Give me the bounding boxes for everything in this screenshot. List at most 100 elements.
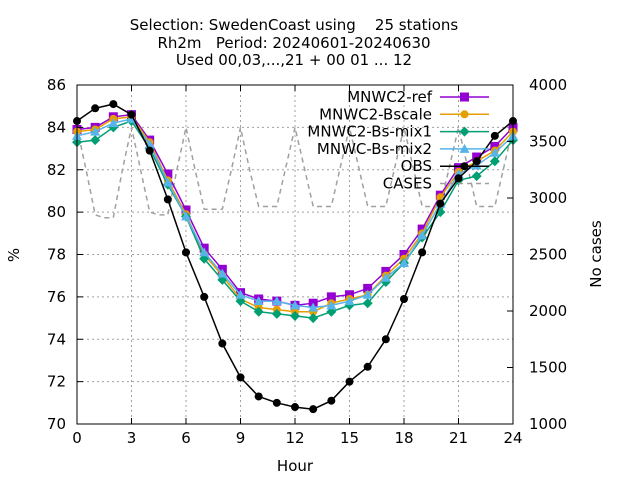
data-point bbox=[460, 92, 469, 102]
data-point bbox=[235, 289, 246, 299]
x-tick-label: 6 bbox=[181, 429, 191, 447]
y2-axis-label: No cases bbox=[587, 220, 605, 288]
data-point bbox=[308, 313, 319, 324]
data-point bbox=[363, 362, 372, 371]
data-point bbox=[399, 257, 409, 267]
data-point bbox=[181, 211, 191, 221]
x-axis-label: Hour bbox=[277, 457, 314, 475]
data-point bbox=[90, 126, 101, 136]
data-point bbox=[108, 118, 119, 128]
title-line-1: Selection: SwedenCoast using 25 stations bbox=[130, 16, 459, 34]
data-point bbox=[91, 104, 100, 113]
data-point bbox=[436, 199, 445, 208]
data-point bbox=[454, 174, 463, 183]
legend-item: MNWC2-Bscale bbox=[319, 105, 489, 123]
legend-item: CASES bbox=[383, 175, 489, 193]
legend-item: MNWC2-ref bbox=[347, 88, 489, 106]
y-tick-label: 70 bbox=[47, 415, 66, 433]
data-point bbox=[418, 248, 427, 257]
y-axis-label: % bbox=[5, 248, 23, 262]
data-point bbox=[236, 373, 245, 382]
data-point bbox=[326, 300, 337, 310]
data-point bbox=[218, 339, 227, 348]
data-point bbox=[362, 289, 373, 299]
y2-tick-label: 2000 bbox=[529, 302, 567, 320]
data-point bbox=[381, 335, 390, 344]
series-mnwc2-bs-mix1 bbox=[72, 116, 518, 324]
data-point bbox=[490, 131, 499, 140]
data-point bbox=[309, 405, 318, 414]
data-point bbox=[489, 147, 500, 157]
y2-tick-label: 2500 bbox=[529, 246, 567, 264]
data-point bbox=[460, 162, 469, 171]
data-point bbox=[109, 100, 118, 109]
data-point bbox=[417, 230, 428, 240]
series-layer bbox=[72, 100, 518, 414]
data-point bbox=[489, 156, 500, 167]
data-point bbox=[345, 377, 354, 386]
y-tick-label: 84 bbox=[47, 118, 66, 136]
data-point bbox=[290, 300, 300, 310]
data-point bbox=[145, 146, 154, 155]
y2-tick-label: 4000 bbox=[529, 76, 567, 94]
data-point bbox=[271, 308, 282, 319]
legend-label: MNWC-Bs-mix2 bbox=[317, 140, 432, 158]
data-point bbox=[254, 392, 263, 401]
data-point bbox=[308, 302, 319, 312]
x-tick-label: 12 bbox=[285, 429, 304, 447]
data-point bbox=[290, 310, 300, 321]
data-point bbox=[380, 272, 391, 282]
data-point bbox=[162, 177, 173, 187]
x-tick-label: 21 bbox=[449, 429, 468, 447]
series-obs bbox=[73, 100, 517, 414]
data-point bbox=[217, 268, 228, 278]
data-point bbox=[362, 298, 373, 309]
y-tick-label: 72 bbox=[47, 373, 66, 391]
x-tick-label: 0 bbox=[72, 429, 82, 447]
axes: 0 3 6 9 12 15 18 21 24 70 72 74 76 78 80 82 84 86 1000 1500… bbox=[47, 76, 567, 447]
y2-tick-label: 3000 bbox=[529, 189, 567, 207]
data-point bbox=[182, 248, 190, 257]
data-point bbox=[459, 126, 470, 137]
data-point bbox=[200, 292, 209, 301]
data-point bbox=[472, 157, 481, 166]
y-tick-label: 76 bbox=[47, 288, 66, 306]
y2-tick-label: 1500 bbox=[529, 359, 567, 377]
data-point bbox=[459, 143, 470, 153]
series-mnwc-bs-mix2 bbox=[72, 113, 518, 312]
legend-label: MNWC2-Bs-mix1 bbox=[307, 123, 432, 141]
data-point bbox=[460, 110, 469, 119]
data-point bbox=[344, 296, 355, 306]
x-tick-label: 9 bbox=[236, 429, 246, 447]
x-tick-label: 24 bbox=[503, 429, 522, 447]
legend-item: MNWC2-Bs-mix1 bbox=[307, 123, 489, 141]
grid bbox=[77, 85, 513, 424]
chart-title: Selection: SwedenCoast using 25 stations… bbox=[130, 16, 459, 69]
legend-label: MNWC2-Bscale bbox=[319, 105, 432, 123]
data-point bbox=[163, 195, 172, 204]
legend-item: OBS bbox=[401, 157, 489, 175]
data-point bbox=[253, 306, 264, 317]
legend-item: MNWC-Bs-mix2 bbox=[317, 140, 489, 158]
y-tick-label: 80 bbox=[47, 203, 66, 221]
series-line bbox=[76, 118, 514, 309]
title-line-2: Rh2m Period: 20240601-20240630 bbox=[157, 34, 430, 52]
x-tick-label: 3 bbox=[127, 429, 137, 447]
y-tick-label: 78 bbox=[47, 246, 66, 264]
y2-tick-label: 3500 bbox=[529, 133, 567, 151]
data-point bbox=[271, 296, 282, 306]
x-tick-label: 18 bbox=[394, 429, 413, 447]
y2-tick-label: 1000 bbox=[529, 415, 567, 433]
data-point bbox=[253, 296, 264, 306]
data-point bbox=[291, 403, 299, 412]
x-tick-label: 15 bbox=[340, 429, 359, 447]
legend-label: CASES bbox=[383, 175, 432, 193]
legend-label: MNWC2-ref bbox=[347, 88, 432, 106]
y-tick-label: 86 bbox=[47, 76, 66, 94]
title-line-3: Used 00,03,...,21 + 00 01 ... 12 bbox=[176, 51, 412, 69]
data-point bbox=[471, 171, 482, 182]
data-point bbox=[199, 247, 210, 257]
data-point bbox=[327, 396, 336, 405]
data-point bbox=[272, 398, 281, 407]
